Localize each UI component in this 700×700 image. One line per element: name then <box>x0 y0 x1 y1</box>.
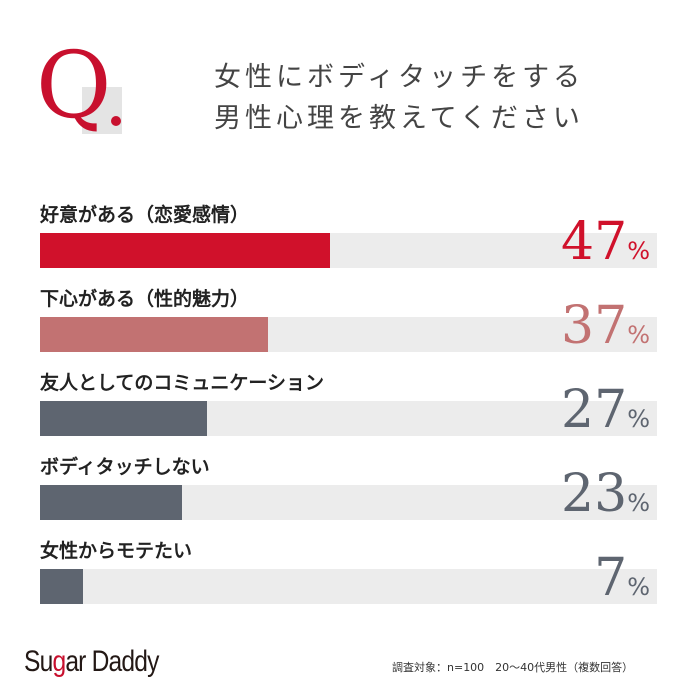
sugardaddy-logo: Sugar Daddy <box>24 645 159 678</box>
percent-sign: % <box>627 405 650 433</box>
bar <box>40 317 269 352</box>
survey-note: 調査対象：n=100 20～40代男性（複数回答） <box>392 661 634 674</box>
q-mark-background <box>82 87 122 134</box>
percent-sign: % <box>627 321 650 349</box>
bar <box>40 233 330 268</box>
value-label: 27% <box>561 380 650 449</box>
value-number: 47 <box>561 212 628 272</box>
category-label: 女性からモテたい <box>40 540 193 562</box>
category-label: 好意がある（恋愛感情） <box>40 204 250 226</box>
value-label: 7% <box>594 548 650 617</box>
bar-track <box>40 485 657 520</box>
value-label: 37% <box>561 296 650 365</box>
percent-sign: % <box>627 573 650 601</box>
bar-track <box>40 401 657 436</box>
bar-track <box>40 317 657 352</box>
category-label: 友人としてのコミュニケーション <box>40 372 325 394</box>
chart-title-line-2: 男性心理を教えてください <box>214 103 584 134</box>
bar <box>40 569 84 604</box>
value-number: 7 <box>594 548 628 608</box>
category-label: 下心がある（性的魅力） <box>40 288 250 310</box>
percent-sign: % <box>627 237 650 265</box>
chart-title-line-1: 女性にボディタッチをする <box>214 62 585 93</box>
bar-track <box>40 233 657 268</box>
value-label: 23% <box>561 464 650 533</box>
value-label: 47% <box>561 212 650 281</box>
percent-sign: % <box>627 489 650 517</box>
category-label: ボディタッチしない <box>40 456 210 478</box>
value-number: 37 <box>561 296 628 356</box>
bar <box>40 401 207 436</box>
bar <box>40 485 182 520</box>
value-number: 23 <box>561 464 628 524</box>
bar-track <box>40 569 657 604</box>
q-mark: Q <box>36 32 112 139</box>
q-mark-dot <box>111 116 121 126</box>
value-number: 27 <box>561 380 628 440</box>
